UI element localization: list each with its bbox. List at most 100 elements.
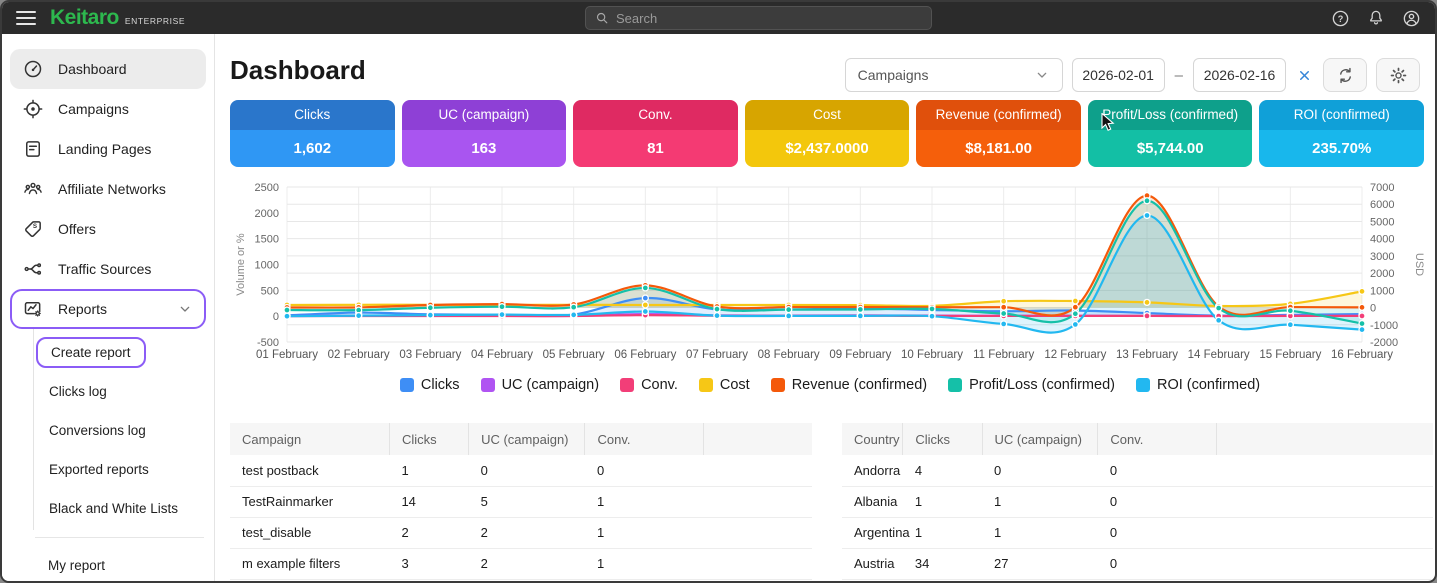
- sidebar-item-label: Dashboard: [58, 61, 127, 77]
- metric-card-revenue-confirmed-[interactable]: Revenue (confirmed) $8,181.00: [916, 100, 1081, 167]
- table-cell: 0: [1097, 517, 1217, 549]
- svg-text:500: 500: [261, 285, 279, 297]
- legend-item-profit-loss-confirmed-[interactable]: Profit/Loss (confirmed): [948, 377, 1115, 393]
- sidebar-item-label: Landing Pages: [58, 141, 152, 157]
- date-from-input[interactable]: 2026-02-01: [1071, 58, 1165, 92]
- column-header[interactable]: UC (campaign): [468, 423, 585, 455]
- topbar-actions: ?: [1331, 2, 1421, 34]
- date-range-separator: –: [1174, 66, 1183, 84]
- metric-value: 1,602: [230, 130, 395, 167]
- table-cell: 1: [584, 486, 704, 518]
- search-box[interactable]: [585, 6, 932, 30]
- table-cell: 2: [468, 517, 585, 549]
- sidebar-item-my-report[interactable]: My report: [48, 557, 106, 573]
- submenu-item-label: Clicks log: [49, 384, 107, 399]
- legend-item-conv-[interactable]: Conv.: [620, 377, 678, 393]
- table-cell: [1216, 517, 1433, 549]
- legend-swatch: [948, 378, 963, 392]
- legend-item-revenue-confirmed-[interactable]: Revenue (confirmed): [770, 377, 928, 393]
- submenu-item-exported-reports[interactable]: Exported reports: [34, 450, 214, 489]
- metric-card-clicks[interactable]: Clicks 1,602: [230, 100, 395, 167]
- column-header[interactable]: Campaign: [230, 423, 390, 455]
- column-header[interactable]: Country: [842, 423, 903, 455]
- user-icon[interactable]: [1402, 9, 1421, 28]
- reports-submenu: Create report Clicks log Conversions log Ex…: [33, 329, 214, 530]
- campaigns-table: Campaign Clicks UC (campaign) Conv. test pos…: [230, 423, 812, 580]
- sidebar-item-affiliate-networks[interactable]: Affiliate Networks: [10, 169, 206, 209]
- svg-text:09 February: 09 February: [829, 349, 891, 361]
- sidebar-item-campaigns[interactable]: Campaigns: [10, 89, 206, 129]
- svg-text:-500: -500: [257, 337, 279, 349]
- metric-label: Cost: [744, 100, 910, 130]
- sidebar-item-reports[interactable]: Reports: [10, 289, 206, 329]
- table-cell: 1: [584, 548, 704, 580]
- legend-item-cost[interactable]: Cost: [698, 377, 750, 393]
- bell-icon[interactable]: [1367, 9, 1385, 27]
- svg-text:5000: 5000: [1370, 216, 1394, 228]
- metric-label: Profit/Loss (confirmed): [1087, 100, 1253, 130]
- table-header-row: Country Clicks UC (campaign) Conv.: [842, 423, 1433, 455]
- search-input[interactable]: [616, 10, 922, 26]
- metric-card-cost[interactable]: Cost $2,437.0000: [744, 100, 910, 167]
- table-cell: test postback: [230, 455, 390, 487]
- table-cell: 0: [1097, 455, 1217, 487]
- clear-dates-icon[interactable]: [1295, 66, 1314, 85]
- svg-text:10 February: 10 February: [901, 349, 963, 361]
- svg-text:13 February: 13 February: [1116, 349, 1178, 361]
- refresh-button[interactable]: [1323, 58, 1367, 92]
- svg-text:6000: 6000: [1370, 199, 1394, 211]
- svg-text:03 February: 03 February: [399, 349, 461, 361]
- legend-label: UC (campaign): [501, 377, 600, 393]
- metric-card-roi-confirmed-[interactable]: ROI (confirmed) 235.70%: [1259, 100, 1425, 167]
- sidebar-item-dashboard[interactable]: Dashboard: [10, 49, 206, 89]
- svg-text:07 February: 07 February: [686, 349, 748, 361]
- sidebar-item-landing-pages[interactable]: Landing Pages: [10, 129, 206, 169]
- column-header: [1216, 423, 1433, 455]
- sidebar-item-traffic-sources[interactable]: Traffic Sources: [10, 249, 206, 289]
- chevron-down-icon: [1034, 67, 1050, 83]
- target-icon: [23, 99, 43, 119]
- column-header[interactable]: Conv.: [1097, 423, 1217, 455]
- chevron-down-icon: [177, 301, 193, 317]
- table-cell: 3: [389, 548, 469, 580]
- column-header[interactable]: Clicks: [388, 423, 469, 455]
- metric-value: $2,437.0000: [744, 130, 910, 167]
- sidebar-item-label: Traffic Sources: [58, 261, 152, 277]
- sidebar-item-offers[interactable]: S Offers: [10, 209, 206, 249]
- table-cell: 1: [389, 455, 469, 487]
- table-row: Andorra 4 0 0: [842, 455, 1433, 487]
- legend-item-roi-confirmed-[interactable]: ROI (confirmed): [1135, 377, 1260, 393]
- brand-logo[interactable]: Keitaro ENTERPRISE: [50, 6, 185, 30]
- metric-card-profit-loss-confirmed-[interactable]: Profit/Loss (confirmed) $5,744.00: [1087, 100, 1253, 167]
- svg-text:0: 0: [273, 311, 279, 323]
- submenu-item-black-and-white-lists[interactable]: Black and White Lists: [34, 489, 214, 528]
- metric-label: ROI (confirmed): [1259, 100, 1425, 130]
- legend-item-clicks[interactable]: Clicks: [399, 377, 460, 393]
- help-icon[interactable]: ?: [1331, 9, 1350, 28]
- metric-card-uc-campaign-[interactable]: UC (campaign) 163: [401, 100, 567, 167]
- table-cell: 2: [389, 517, 469, 549]
- table-cell: 1: [982, 517, 1098, 549]
- legend-label: Cost: [719, 377, 750, 393]
- column-header[interactable]: Conv.: [584, 423, 704, 455]
- column-header[interactable]: UC (campaign): [981, 423, 1098, 455]
- legend-label: Revenue (confirmed): [791, 377, 928, 393]
- svg-text:3000: 3000: [1370, 251, 1394, 263]
- submenu-item-clicks-log[interactable]: Clicks log: [34, 372, 214, 411]
- metric-card-conv-[interactable]: Conv. 81: [573, 100, 738, 167]
- legend-item-uc-campaign-[interactable]: UC (campaign): [480, 377, 600, 393]
- grouping-select[interactable]: Campaigns: [844, 58, 1063, 92]
- submenu-item-conversions-log[interactable]: Conversions log: [34, 411, 214, 450]
- table-cell: 4: [902, 455, 983, 487]
- legend-swatch: [698, 378, 713, 392]
- submenu-item-label: Create report: [36, 337, 146, 368]
- metric-cards: Clicks 1,602 UC (campaign) 163 Conv. 81 Cost $2…: [230, 100, 1425, 167]
- table-cell: 2: [468, 548, 585, 580]
- submenu-item-create-report[interactable]: Create report: [34, 333, 214, 372]
- settings-button[interactable]: [1376, 58, 1420, 92]
- menu-icon[interactable]: [16, 11, 36, 25]
- date-to-input[interactable]: 2026-02-16: [1193, 58, 1286, 92]
- column-header[interactable]: Clicks: [902, 423, 983, 455]
- table-cell: [703, 548, 812, 580]
